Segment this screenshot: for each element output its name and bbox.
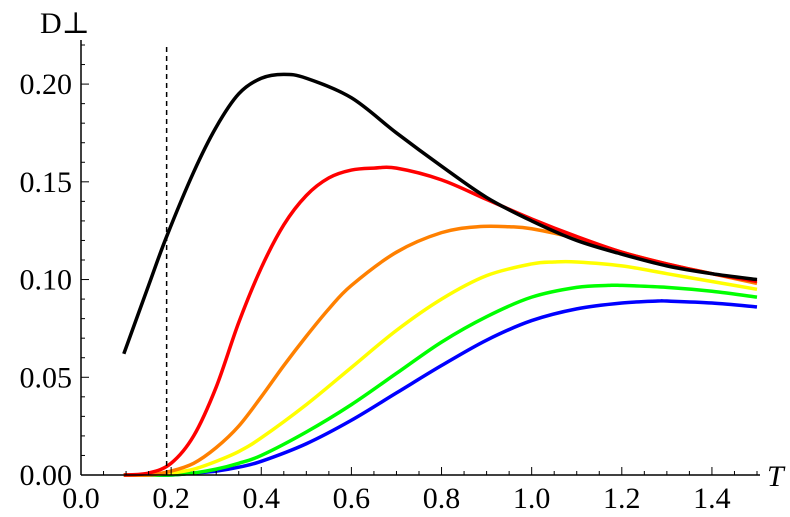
series-layer [122,72,758,478]
x-tick-label: 1.4 [693,482,731,515]
x-tick-label: 1.0 [513,482,551,515]
x-axis-title: T [767,460,786,493]
x-ticks: 0.0 0.2 0.4 0.6 0.8 1.0 1.2 1.4 [62,467,758,515]
series-line [123,299,758,477]
x-tick-label: 0.6 [333,482,371,515]
axes: 0.0 0.2 0.4 0.6 0.8 1.0 1.2 1.4 0.00 0.05 0.10 0.1… [20,40,760,515]
y-tick-label: 0.10 [20,264,73,297]
series-line [123,165,758,477]
x-tick-label: 1.2 [603,482,641,515]
x-tick-label: 0.2 [152,482,190,515]
x-tick-label: 0.0 [62,482,100,515]
plot-area [122,44,758,478]
y-tick-label: 0.20 [20,68,73,101]
y-tick-label: 0.15 [20,166,73,199]
series-line [123,259,758,477]
y-ticks: 0.00 0.05 0.10 0.15 0.20 [20,44,89,492]
x-tick-label: 0.4 [243,482,281,515]
y-tick-label: 0.00 [20,459,73,492]
x-tick-label: 0.8 [423,482,461,515]
series-line [122,72,758,355]
y-tick-label: 0.05 [20,361,73,394]
y-axis-title: D⊥ [40,7,90,40]
